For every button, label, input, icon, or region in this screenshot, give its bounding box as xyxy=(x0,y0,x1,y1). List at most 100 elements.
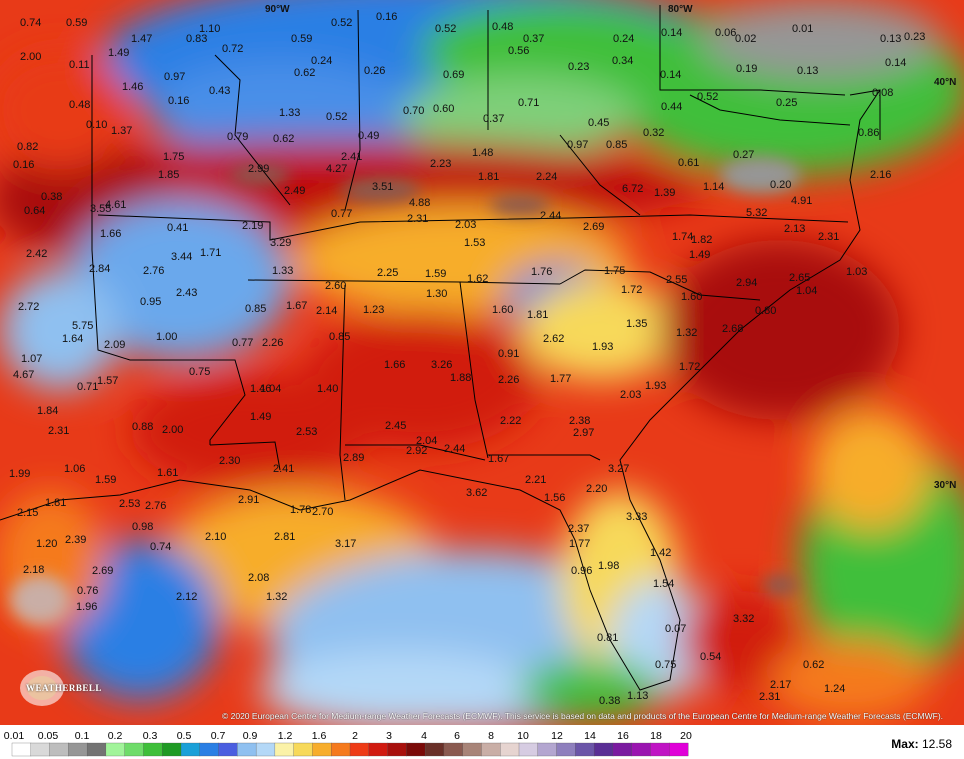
precip-value-label: 0.59 xyxy=(66,17,87,29)
legend-tick-label: 4 xyxy=(421,730,427,742)
precip-value-label: 2.42 xyxy=(26,248,47,260)
precip-value-label: 2.92 xyxy=(406,445,427,457)
legend-swatch xyxy=(105,742,126,757)
precip-value-label: 0.56 xyxy=(508,45,529,57)
logo-text: WEATHERBELL xyxy=(26,683,102,693)
legend-swatch xyxy=(199,742,220,757)
precip-value-label: 2.41 xyxy=(341,151,362,163)
precip-value-label: 1.49 xyxy=(250,411,271,423)
legend-swatch xyxy=(86,742,107,757)
precip-value-label: 2.38 xyxy=(569,415,590,427)
precip-value-label: 0.54 xyxy=(700,651,721,663)
precip-value-label: 1.39 xyxy=(654,187,675,199)
precip-value-label: 0.23 xyxy=(904,31,925,43)
legend-swatch xyxy=(481,742,501,757)
precip-value-label: 0.77 xyxy=(331,208,352,220)
precip-value-label: 2.26 xyxy=(262,337,283,349)
precip-value-label: 3.62 xyxy=(466,487,487,499)
precip-value-label: 3.27 xyxy=(608,463,629,475)
legend-swatch xyxy=(612,742,633,757)
color-legend: 0.01 0.05 0.1 0.2 0.3 0.5 0.7 0.9 1.2 1.6 2 3 4 6 8 10 1… xyxy=(0,725,964,759)
precip-value-label: 2.20 xyxy=(586,483,607,495)
legend-swatch xyxy=(293,742,313,757)
legend-tick-label: 6 xyxy=(454,730,460,742)
precip-field xyxy=(0,0,964,725)
legend-tick-label: 0.5 xyxy=(177,730,192,742)
precipitation-map: 0.74 0.59 1.10 0.52 0.16 0.52 0.48 0.14 0.060.02… xyxy=(0,0,964,725)
precip-value-label: 2.91 xyxy=(238,494,259,506)
precip-value-label: 0.86 xyxy=(858,127,879,139)
precip-value-label: 4.88 xyxy=(409,197,430,209)
lat-lon-labels: 90°W 80°W 40°N 30°N xyxy=(265,4,956,491)
precip-value-label: 1.03 xyxy=(846,266,867,278)
precip-value-label: 0.52 xyxy=(697,91,718,103)
precip-value-label: 1.64 xyxy=(62,333,83,345)
precip-value-label: 1.37 xyxy=(111,125,132,137)
precip-value-label: 1.67 xyxy=(286,300,307,312)
precip-value-label: 2.94 xyxy=(736,277,757,289)
precip-value-label: 0.41 xyxy=(167,222,188,234)
precip-value-label: 0.82 xyxy=(17,141,38,153)
precip-value-label: 1.77 xyxy=(569,538,590,550)
precip-value-label: 0.74 xyxy=(20,17,41,29)
precip-value-label: 0.27 xyxy=(733,149,754,161)
precip-value-label: 5.32 xyxy=(746,207,767,219)
precip-value-label: 0.13 xyxy=(880,33,901,45)
precip-value-label: 0.14 xyxy=(885,57,906,69)
precip-value-label: 2.18 xyxy=(23,564,44,576)
precip-value-label: 1.67 xyxy=(488,453,509,465)
precip-value-label: 1.04 xyxy=(260,383,281,395)
precip-value-label: 0.38 xyxy=(41,191,62,203)
precip-value-label: 0.37 xyxy=(483,113,504,125)
precip-value-label: 2.84 xyxy=(89,263,110,275)
precip-value-label: 4.67 xyxy=(13,369,34,381)
legend-tick-label: 8 xyxy=(488,730,494,742)
precip-value-label: 1.82 xyxy=(691,234,712,246)
precip-value-label: 2.44 xyxy=(540,210,561,222)
precip-value-label: 1.42 xyxy=(650,547,671,559)
precip-value-label: 0.72 xyxy=(222,43,243,55)
legend-swatch xyxy=(143,742,163,757)
precip-value-label: 5.75 xyxy=(72,320,93,332)
legend-tick-label: 16 xyxy=(617,730,629,742)
precip-value-label: 3.32 xyxy=(733,613,754,625)
precip-value-label: 4.91 xyxy=(791,195,812,207)
precip-value-label: 0.26 xyxy=(364,65,385,77)
precip-value-label: 0.97 xyxy=(567,139,588,151)
legend-swatch xyxy=(274,742,295,757)
max-label: Max: xyxy=(891,737,919,751)
precip-value-label: 2.49 xyxy=(284,185,305,197)
precip-value-label: 1.06 xyxy=(64,463,85,475)
precip-value-label: 1.81 xyxy=(478,171,499,183)
legend-swatch xyxy=(11,742,32,757)
precip-value-label: 0.38 xyxy=(599,695,620,707)
legend-swatch xyxy=(180,742,201,757)
precip-value-label: 1.59 xyxy=(95,474,116,486)
legend-swatch xyxy=(255,742,276,757)
precip-value-label: 0.79 xyxy=(227,131,248,143)
precip-value-label: 2.43 xyxy=(176,287,197,299)
legend-colorbar: 0.01 0.05 0.1 0.2 0.3 0.5 0.7 0.9 1.2 1.6 2 3 4 6 8 10 1… xyxy=(4,730,692,757)
precip-value-label: 3.26 xyxy=(431,359,452,371)
precip-value-label: 1.49 xyxy=(689,249,710,261)
legend-swatch xyxy=(462,742,482,757)
precip-value-label: 0.85 xyxy=(245,303,266,315)
precip-value-label: 0.71 xyxy=(518,97,539,109)
precip-value-label: 0.70 xyxy=(403,105,424,117)
precip-value-label: 2.24 xyxy=(536,171,557,183)
legend-tick-label: 10 xyxy=(517,730,529,742)
precip-value-label: 0.95 xyxy=(140,296,161,308)
precip-value-label: 0.91 xyxy=(498,348,519,360)
legend-tick-label: 0.1 xyxy=(75,730,90,742)
precip-value-label: 1.75 xyxy=(163,151,184,163)
precip-value-label: 3.55 xyxy=(90,203,111,215)
precip-value-label: 1.13 xyxy=(627,690,648,702)
legend-swatch xyxy=(237,742,257,757)
precip-value-labels: 0.74 0.59 1.10 0.52 0.16 0.52 0.48 0.14 0.060.02… xyxy=(9,11,925,707)
precip-value-label: 2.81 xyxy=(274,531,295,543)
precip-value-label: 0.88 xyxy=(132,421,153,433)
precip-value-label: 1.84 xyxy=(37,405,58,417)
precip-value-label: 2.53 xyxy=(296,426,317,438)
precip-value-label: 4.61 xyxy=(105,199,126,211)
precip-value-label: 0.85 xyxy=(606,139,627,151)
